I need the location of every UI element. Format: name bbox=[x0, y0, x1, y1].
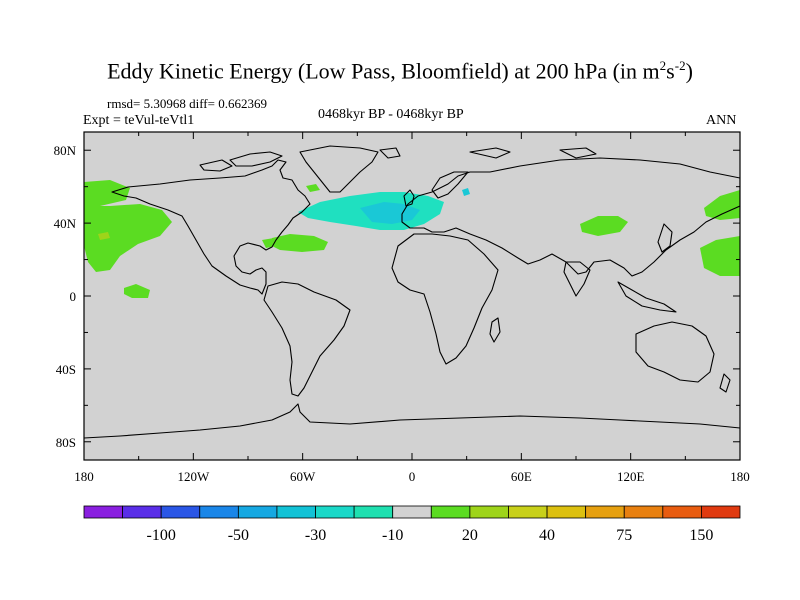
plot-title: Eddy Kinetic Energy (Low Pass, Bloomfiel… bbox=[107, 58, 693, 84]
coast-madagascar bbox=[489, 317, 501, 343]
coast-india bbox=[563, 261, 591, 297]
blob-pacific-small bbox=[98, 232, 110, 240]
blob-north-atlantic-small bbox=[306, 184, 320, 192]
colorbar-label: 40 bbox=[539, 527, 555, 544]
lat-tick-label: 40N bbox=[54, 216, 77, 231]
colorbar-swatch bbox=[237, 505, 278, 519]
blob-north-atlantic-inner bbox=[360, 202, 420, 224]
lat-tick-label: 0 bbox=[70, 289, 77, 304]
colorbar-swatch bbox=[276, 505, 316, 519]
colorbar-swatch bbox=[585, 505, 625, 519]
colorbar-swatch bbox=[546, 505, 587, 519]
coast-australia bbox=[635, 321, 715, 383]
coast-africa bbox=[391, 233, 499, 365]
blob-west-pacific-south bbox=[700, 236, 740, 276]
blob-north-pacific-main bbox=[84, 204, 172, 272]
coast-north-islands bbox=[379, 147, 597, 159]
colorbar-label: -100 bbox=[147, 527, 176, 544]
blob-central-asia bbox=[580, 216, 628, 236]
longitude-axis: 180 120W 60W 0 60E 120E 180 bbox=[74, 132, 750, 484]
lon-tick-label: 180 bbox=[74, 469, 94, 484]
lon-tick-label: 180 bbox=[730, 469, 750, 484]
colorbar-swatch bbox=[662, 505, 702, 519]
lat-tick-label: 80N bbox=[54, 143, 77, 158]
colorbar-swatch bbox=[623, 505, 664, 519]
coast-arctic-islands bbox=[199, 151, 283, 172]
lon-tick-label: 120E bbox=[617, 469, 645, 484]
coast-south-america bbox=[263, 281, 351, 397]
coast-southeast-asia bbox=[617, 281, 677, 313]
blob-west-pacific-north bbox=[704, 190, 740, 220]
anomaly-regions bbox=[84, 180, 740, 298]
colorbar-swatch bbox=[160, 505, 201, 519]
colorbar-swatch bbox=[315, 505, 355, 519]
latitude-axis: 80N 40N 0 40S 80S bbox=[54, 143, 740, 450]
coast-antarctica bbox=[84, 403, 740, 439]
coast-japan bbox=[657, 223, 673, 253]
colorbar: -100 -50 -30 -10 20 40 75 150 bbox=[83, 505, 741, 544]
blob-west-atlantic bbox=[272, 234, 328, 252]
coast-north-america bbox=[111, 159, 311, 295]
colorbar-swatch bbox=[430, 505, 471, 519]
blob-north-sea bbox=[462, 188, 470, 196]
colorbar-label: 75 bbox=[616, 527, 632, 544]
coast-europe-asia bbox=[401, 157, 740, 277]
colorbar-label: -30 bbox=[305, 527, 326, 544]
colorbar-swatch bbox=[392, 505, 432, 519]
colorbar-swatch bbox=[83, 505, 123, 519]
colorbar-label: -50 bbox=[228, 527, 249, 544]
lat-tick-label: 40S bbox=[56, 362, 76, 377]
blob-north-pacific-west bbox=[84, 180, 130, 206]
colorbar-swatch bbox=[122, 505, 162, 519]
coast-new-zealand bbox=[719, 373, 731, 393]
colorbar-label: 150 bbox=[689, 527, 713, 544]
coastlines bbox=[84, 145, 740, 439]
colorbar-swatch bbox=[508, 505, 548, 519]
experiment-label: Expt = teVul-teVtl1 bbox=[83, 113, 195, 128]
colorbar-swatch bbox=[353, 505, 394, 519]
coast-british-isles bbox=[403, 189, 415, 207]
coast-greenland bbox=[299, 145, 379, 193]
lon-tick-label: 60W bbox=[290, 469, 316, 484]
period-label: 0468kyr BP - 0468kyr BP bbox=[318, 107, 464, 122]
colorbar-swatch bbox=[469, 505, 509, 519]
lat-tick-label: 80S bbox=[56, 435, 76, 450]
stats-text: rmsd= 5.30968 diff= 0.662369 bbox=[107, 96, 267, 111]
colorbar-label: 20 bbox=[462, 527, 478, 544]
colorbar-swatch bbox=[701, 505, 741, 519]
season-label: ANN bbox=[706, 113, 737, 128]
lon-tick-label: 0 bbox=[409, 469, 416, 484]
blob-tropical-pacific bbox=[124, 284, 150, 298]
lon-tick-label: 60E bbox=[511, 469, 532, 484]
coast-scandinavia bbox=[431, 171, 469, 199]
lon-tick-label: 120W bbox=[177, 469, 210, 484]
colorbar-swatch bbox=[199, 505, 239, 519]
colorbar-label: -10 bbox=[382, 527, 403, 544]
map-background bbox=[84, 132, 740, 460]
